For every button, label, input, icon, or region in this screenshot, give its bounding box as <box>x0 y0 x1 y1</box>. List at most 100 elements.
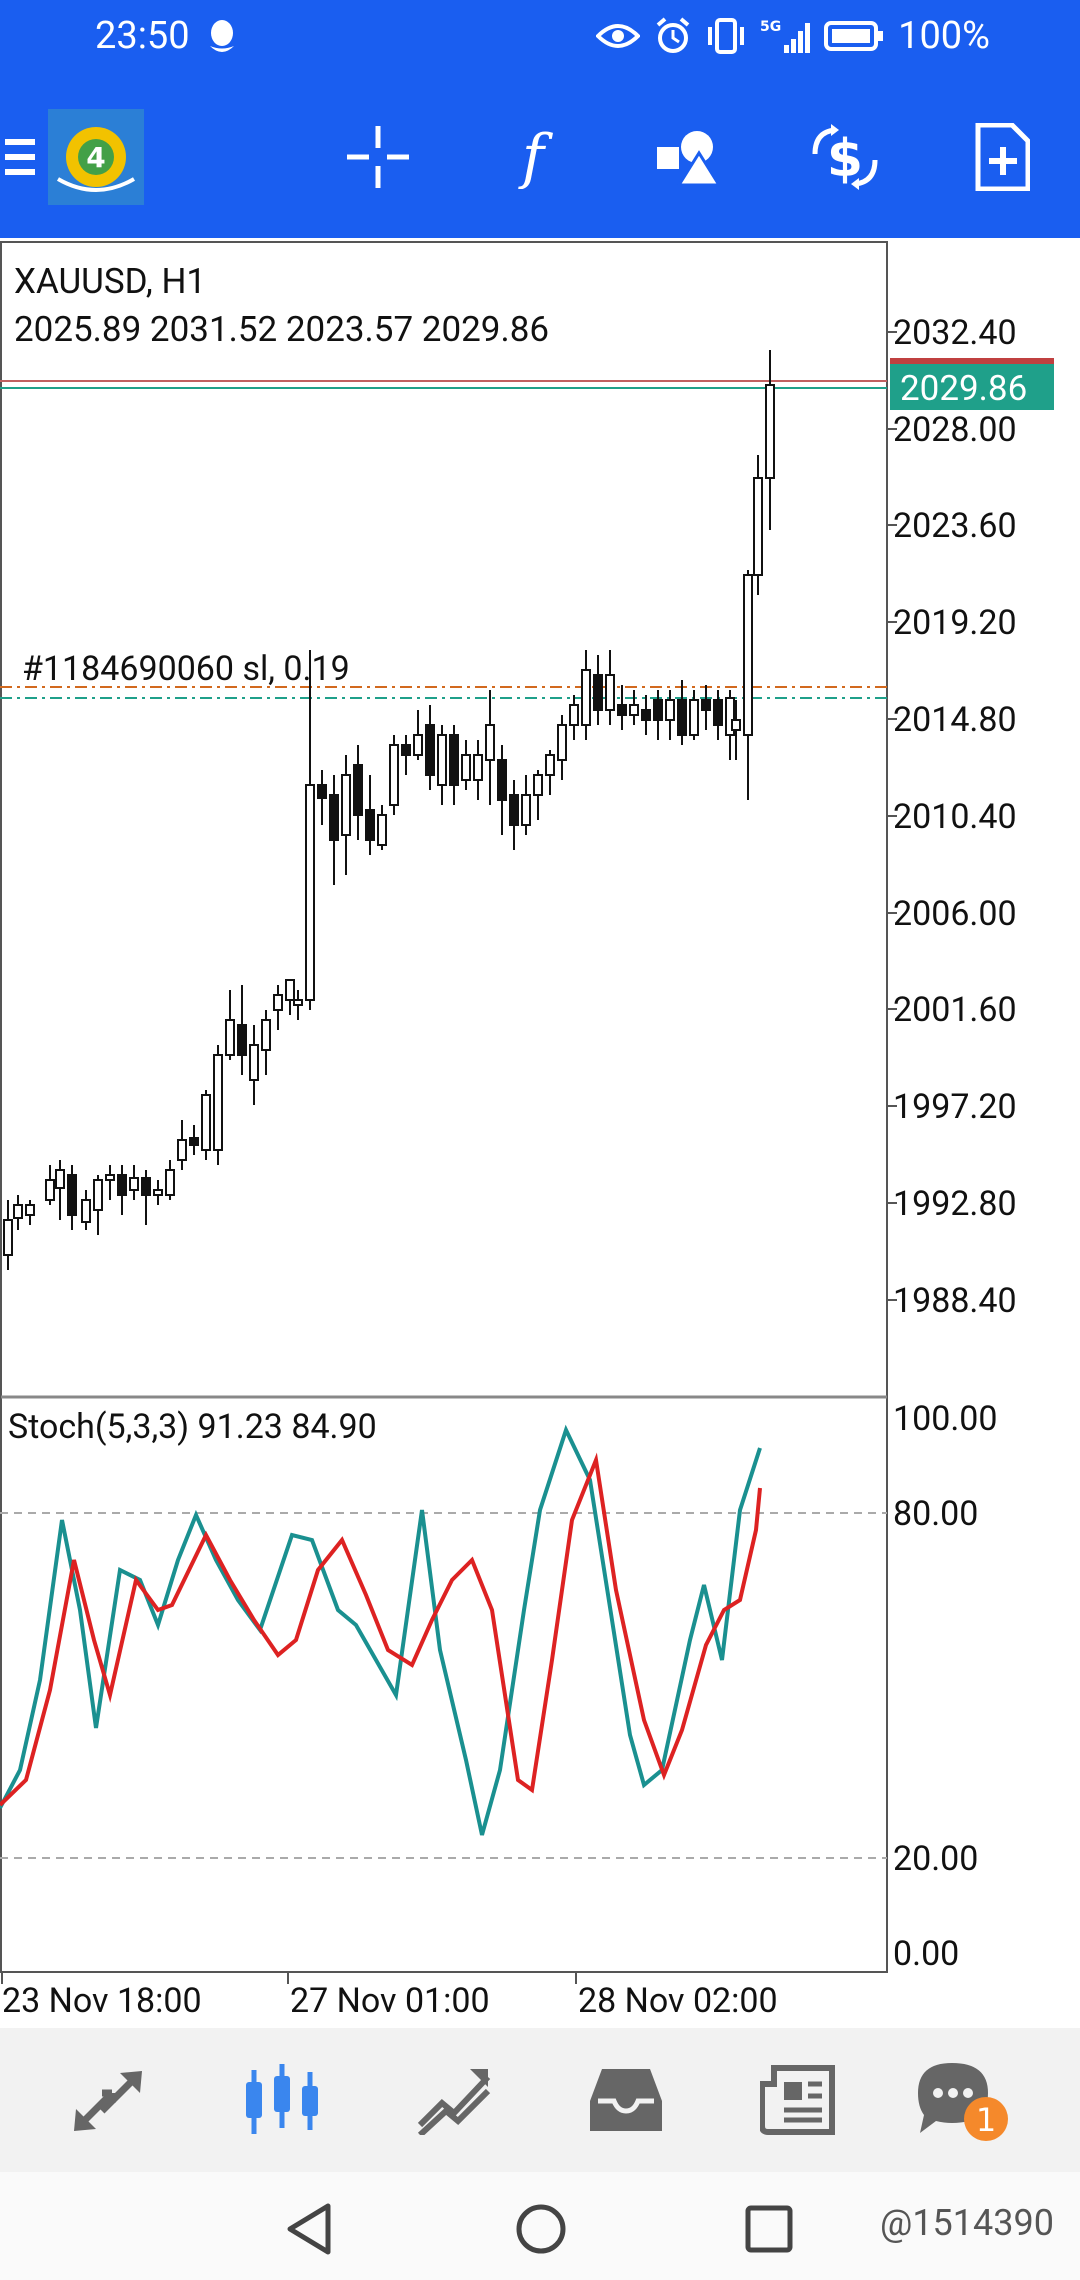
current-price-text: 2029.86 <box>900 368 1027 409</box>
candles-group <box>3 350 775 1270</box>
candle-body <box>765 384 775 479</box>
candle-body <box>377 814 387 846</box>
ask-price-mark <box>890 358 1054 364</box>
svg-text:f: f <box>518 125 554 189</box>
candle-body <box>365 809 375 841</box>
candle-body <box>13 1204 23 1219</box>
candle-body <box>273 994 283 1011</box>
candle-body <box>177 1139 187 1161</box>
candle-body <box>93 1179 103 1211</box>
crosshair-icon <box>347 126 409 188</box>
chart-icon <box>246 2064 318 2134</box>
back-icon[interactable] <box>284 2202 334 2256</box>
candle-body <box>461 754 471 781</box>
candle-body <box>437 734 447 786</box>
nav-messages[interactable]: 1 <box>898 2028 1018 2172</box>
candle-body <box>701 699 711 711</box>
menu-button[interactable] <box>0 76 40 238</box>
candle-body <box>713 699 723 726</box>
candle-body <box>55 1169 65 1189</box>
new-order-icon <box>975 123 1030 191</box>
candle-body <box>189 1137 199 1146</box>
candle-body <box>401 744 411 756</box>
candle-body <box>485 724 495 761</box>
stoch-main-line <box>0 1424 762 1836</box>
price-chart[interactable]: XAUUSD, H1 2025.89 2031.52 2023.57 2029.… <box>0 238 1080 2028</box>
recents-icon[interactable] <box>744 2204 794 2254</box>
svg-text:4: 4 <box>86 141 105 174</box>
price-tick-label: 2010.40 <box>893 797 1017 837</box>
candle-body <box>129 1177 139 1191</box>
stoch-tick-label: 20.00 <box>893 1839 978 1879</box>
candle-body <box>285 979 295 1001</box>
nav-news[interactable] <box>738 2028 858 2172</box>
objects-button[interactable] <box>640 76 736 238</box>
candle-body <box>449 734 459 786</box>
indicators-icon: f <box>518 125 554 189</box>
candle-body <box>237 1024 247 1056</box>
candle-body <box>25 1204 35 1216</box>
indicators-button[interactable]: f <box>485 76 581 238</box>
current-price-tag <box>890 360 1054 410</box>
stoch-axis: 100.00 80.00 20.00 0.00 <box>893 1399 998 1974</box>
candle-body <box>153 1189 163 1196</box>
stoch-signal-line <box>0 1452 762 1807</box>
price-tick-label: 1997.20 <box>893 1087 1017 1127</box>
main-panel-frame <box>0 241 888 1398</box>
order-label: #1184690060 sl, 0.19 <box>22 649 350 689</box>
signal-5g-icon: 5G <box>760 19 811 53</box>
nav-quotes[interactable] <box>50 2028 170 2172</box>
candle-body <box>389 744 399 806</box>
candle-body <box>329 794 339 841</box>
price-tick-label: 2006.00 <box>893 894 1017 934</box>
candle-body <box>201 1094 211 1151</box>
battery-percent: 100% <box>898 14 990 58</box>
candle-body <box>473 754 483 781</box>
quotes-icon <box>74 2071 142 2131</box>
app-logo[interactable]: 4 <box>48 76 144 238</box>
nav-history[interactable] <box>566 2028 686 2172</box>
price-tick-label: 2001.60 <box>893 990 1017 1030</box>
trade-button[interactable]: $ <box>797 76 893 238</box>
candle-body <box>731 719 741 731</box>
candle-body <box>45 1179 55 1201</box>
candle-body <box>569 704 579 726</box>
watermark-text: @1514390 <box>880 2202 1054 2244</box>
candle-body <box>141 1177 151 1196</box>
candle-body <box>67 1174 77 1216</box>
crosshair-button[interactable] <box>330 76 426 238</box>
candle-body <box>117 1174 127 1196</box>
battery-icon <box>824 21 884 51</box>
nav-trade[interactable] <box>394 2028 514 2172</box>
candle-body <box>653 699 663 721</box>
price-axis: 2032.40 2028.00 2023.60 2019.20 2014.80 2010.… <box>887 313 1017 1321</box>
home-icon[interactable] <box>514 2202 568 2256</box>
metatrader-4-icon: 4 <box>48 109 144 205</box>
new-order-button[interactable] <box>954 76 1050 238</box>
candle-body <box>557 724 567 761</box>
candle-body <box>593 674 603 711</box>
top-toolbar: 4 f $ <box>0 76 1080 238</box>
news-icon <box>760 2065 835 2135</box>
candle-body <box>617 704 627 716</box>
nav-chart[interactable] <box>222 2028 342 2172</box>
candle-body <box>413 734 423 756</box>
status-right: 5G 100% <box>596 14 990 58</box>
candle-body <box>81 1199 91 1223</box>
messages-icon: 1 <box>918 2063 1008 2141</box>
candle-body <box>743 574 753 736</box>
candle-body <box>105 1174 115 1181</box>
history-icon <box>590 2069 662 2131</box>
stochastic-lines <box>0 1424 762 1836</box>
price-tick-label: 1992.80 <box>893 1184 1017 1224</box>
objects-icon <box>657 131 721 187</box>
candle-body <box>249 1044 259 1081</box>
svg-text:5G: 5G <box>760 19 781 35</box>
candle-body <box>725 697 735 736</box>
svg-text:$: $ <box>827 129 863 189</box>
stoch-tick-label: 100.00 <box>893 1399 998 1439</box>
candle-body <box>753 477 763 576</box>
hamburger-icon <box>5 139 35 175</box>
chart-area[interactable]: XAUUSD, H1 2025.89 2031.52 2023.57 2029.… <box>0 238 1080 2028</box>
price-tick-label: 2032.40 <box>893 313 1017 353</box>
